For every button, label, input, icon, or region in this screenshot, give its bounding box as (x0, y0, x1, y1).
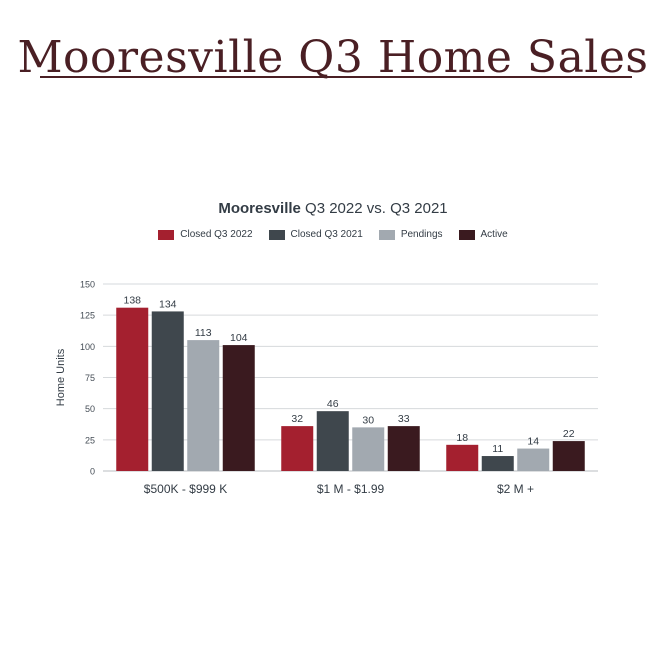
y-tick-label: 125 (80, 311, 95, 321)
page-title: Mooresville Q3 Home Sales (17, 32, 649, 83)
data-label: 104 (230, 332, 248, 344)
data-label: 32 (291, 413, 303, 425)
y-tick-label: 50 (85, 404, 95, 414)
data-label: 33 (398, 413, 410, 425)
legend-swatch (158, 229, 175, 240)
legend-item-0: Closed Q3 2022 (158, 229, 253, 240)
bar (316, 411, 349, 471)
bar (517, 448, 550, 471)
data-label: 113 (195, 327, 212, 339)
legend: Closed Q3 2022 Closed Q3 2021 Pendings Acti… (0, 229, 666, 240)
bar (116, 307, 149, 471)
y-tick-label: 0 (90, 467, 95, 477)
y-tick-label: 25 (85, 435, 95, 445)
bar (151, 311, 184, 471)
bar (481, 456, 514, 471)
data-label: 11 (492, 443, 503, 455)
chart-title-location: Mooresville (218, 200, 301, 217)
y-tick-label: 100 (80, 342, 95, 352)
bar (552, 441, 585, 471)
legend-item-3: Active (458, 229, 508, 240)
bar-chart: 0 25 50 75 100 125 150 Home Units 138 134 113 104 $5… (55, 280, 598, 496)
legend-swatch (268, 229, 285, 240)
chart-title-rest: Q3 2022 vs. Q3 2021 (300, 200, 448, 217)
legend-swatch (378, 229, 395, 240)
x-category-label: $1 M - $1.99 (317, 482, 385, 496)
data-label: 22 (563, 428, 575, 440)
title-underline (40, 76, 632, 78)
data-label: 134 (159, 298, 177, 310)
legend-label: Closed Q3 2022 (180, 229, 253, 240)
data-label: 14 (527, 436, 539, 448)
legend-label: Closed Q3 2021 (290, 229, 363, 240)
x-category-label: $500K - $999 K (144, 482, 227, 496)
bar (281, 426, 314, 471)
legend-item-1: Closed Q3 2021 (268, 229, 363, 240)
bar (446, 444, 479, 471)
legend-label: Pendings (400, 229, 443, 240)
data-label: 30 (362, 414, 374, 426)
data-label: 18 (456, 432, 468, 444)
data-label: 138 (123, 295, 141, 307)
data-label: 46 (327, 398, 339, 410)
legend-swatch (458, 229, 475, 240)
bar (387, 426, 420, 471)
y-tick-label: 75 (85, 373, 95, 383)
bar (352, 427, 385, 471)
legend-item-2: Pendings (378, 229, 443, 240)
y-tick-label: 150 (80, 280, 95, 290)
x-category-label: $2 M + (497, 482, 534, 496)
y-axis-label: Home Units (55, 348, 67, 406)
bar (222, 345, 255, 471)
chart-title: Mooresville Q3 2022 vs. Q3 2021 (0, 200, 666, 217)
legend-label: Active (480, 229, 508, 240)
bar (187, 340, 220, 471)
